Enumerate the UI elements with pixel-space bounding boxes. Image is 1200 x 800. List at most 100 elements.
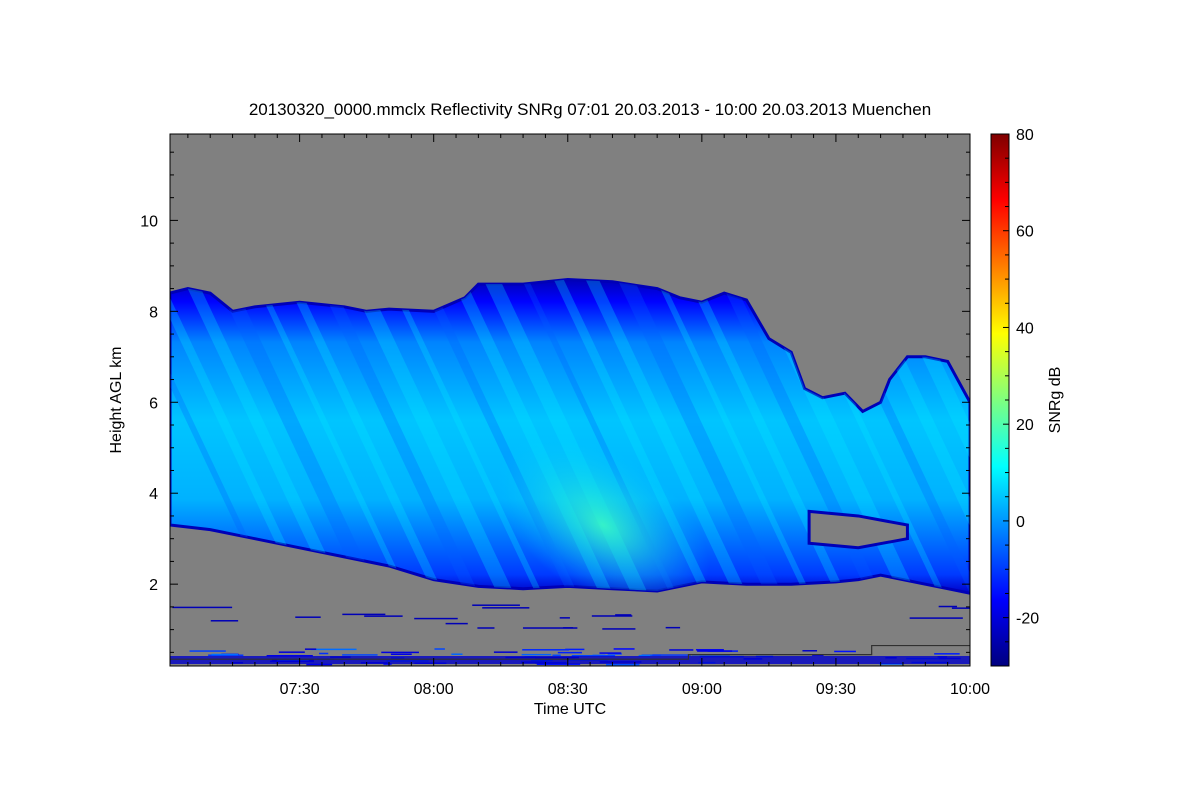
clutter-speck [812, 654, 824, 656]
y-axis: 2 4 6 8 10 [140, 151, 970, 653]
clutter-speck [189, 650, 226, 652]
clutter-speck [434, 648, 445, 650]
x-axis-label: Time UTC [534, 701, 606, 718]
clear-gap [807, 509, 909, 550]
enhanced-core [497, 435, 710, 594]
clutter-speck [938, 605, 958, 608]
clutter-speck [665, 626, 681, 629]
x-tick-label: 08:00 [414, 681, 454, 698]
fall-streak [386, 279, 542, 594]
clutter-speck [557, 651, 582, 654]
clutter-speck [319, 652, 329, 655]
cloud-region [170, 279, 970, 594]
clutter-speck [606, 663, 640, 666]
clutter-speck [266, 655, 313, 657]
y-tick-label: 8 [149, 304, 158, 321]
y-axis-label: Height AGL km [108, 346, 125, 453]
colorbar-label: SNRg dB [1047, 367, 1064, 434]
clutter-speck [607, 653, 622, 655]
x-tick-label: 10:00 [950, 681, 990, 698]
clutter-speck [934, 653, 960, 655]
clutter-speck [310, 648, 357, 651]
clutter-speck [695, 649, 724, 651]
clutter-speck [552, 654, 561, 657]
colorbar-tick-label: 40 [1016, 320, 1034, 337]
clutter-speck [591, 615, 633, 617]
clutter-speck [652, 654, 691, 656]
colorbar: -20 0 20 40 60 80 SNRg dB [990, 127, 1064, 667]
clutter-speck [571, 654, 616, 657]
fall-streak [284, 279, 443, 594]
x-tick-label: 09:00 [682, 681, 722, 698]
clutter-speck [390, 653, 412, 656]
clutter-speck [615, 614, 632, 616]
clutter-speck [559, 617, 570, 619]
colorbar-scale [991, 134, 1009, 666]
y-tick-label: 2 [149, 577, 158, 594]
clutter-speck [295, 616, 321, 618]
clutter-speck [493, 651, 518, 653]
clutter-speck [342, 613, 386, 616]
clutter-speck [951, 607, 970, 609]
colorbar-tick-label: 80 [1016, 127, 1034, 144]
fall-streak [170, 279, 309, 594]
clutter-speck [613, 648, 635, 650]
clutter-speck [451, 653, 463, 655]
colorbar-ticks: -20 0 20 40 60 80 [1003, 127, 1039, 667]
clutter-speck [522, 649, 570, 651]
fall-streak [584, 279, 746, 594]
clutter-speck [641, 654, 661, 656]
x-tick-label: 08:30 [548, 681, 588, 698]
clutter-speck [697, 650, 733, 652]
plot-area [170, 134, 970, 666]
fall-streak [316, 279, 478, 594]
clutter-speck [536, 663, 581, 665]
y-tick-label: 6 [149, 395, 158, 412]
clutter-speck [563, 627, 574, 629]
clutter-band [170, 656, 970, 664]
plot-frame [169, 133, 971, 667]
clutter-speck [909, 617, 963, 619]
clutter-speck [381, 651, 419, 654]
clutter-speck [472, 604, 520, 606]
clutter-speck [834, 650, 856, 653]
clutter-speck [414, 617, 458, 620]
clutter-speck [278, 651, 305, 653]
fall-streak [616, 279, 781, 594]
clutter-speck [638, 654, 651, 657]
chart-title: 20130320_0000.mmclx Reflectivity SNRg 07… [249, 100, 931, 119]
clutter-speck [599, 652, 622, 654]
sensitivity-line [170, 644, 970, 660]
fall-streak [654, 279, 810, 594]
clutter-speck [211, 653, 239, 656]
clutter-speck [802, 650, 818, 652]
clutter-speck [364, 615, 403, 617]
clutter-speck [565, 648, 585, 651]
fall-streak [348, 279, 513, 594]
clutter-speck [306, 663, 333, 666]
clutter-speck [342, 654, 378, 656]
colorbar-tick-label: -20 [1016, 611, 1039, 628]
clutter-speck [383, 663, 392, 665]
x-tick-label: 07:30 [280, 681, 320, 698]
clutter-speck [482, 607, 530, 609]
y-tick-label: 4 [149, 486, 158, 503]
clutter-speck [669, 649, 694, 651]
colorbar-tick-label: 0 [1016, 514, 1025, 531]
fall-streak [182, 279, 344, 594]
y-tick-label: 10 [140, 213, 158, 230]
x-axis: 07:30 08:00 08:30 09:00 09:30 10:00 [187, 134, 990, 698]
clutter-speck [522, 627, 578, 629]
colorbar-tick-label: 20 [1016, 417, 1034, 434]
cloud-edge [170, 277, 970, 595]
fall-streak [252, 279, 408, 594]
clutter-speck [210, 620, 239, 622]
clutter-speck [304, 648, 317, 650]
colorbar-tick-label: 60 [1016, 224, 1034, 241]
clutter-speck [172, 606, 233, 609]
clutter-speck [521, 653, 552, 656]
x-tick-label: 09:30 [816, 681, 856, 698]
clutter-speck [445, 622, 468, 625]
clutter-speck [602, 628, 636, 630]
